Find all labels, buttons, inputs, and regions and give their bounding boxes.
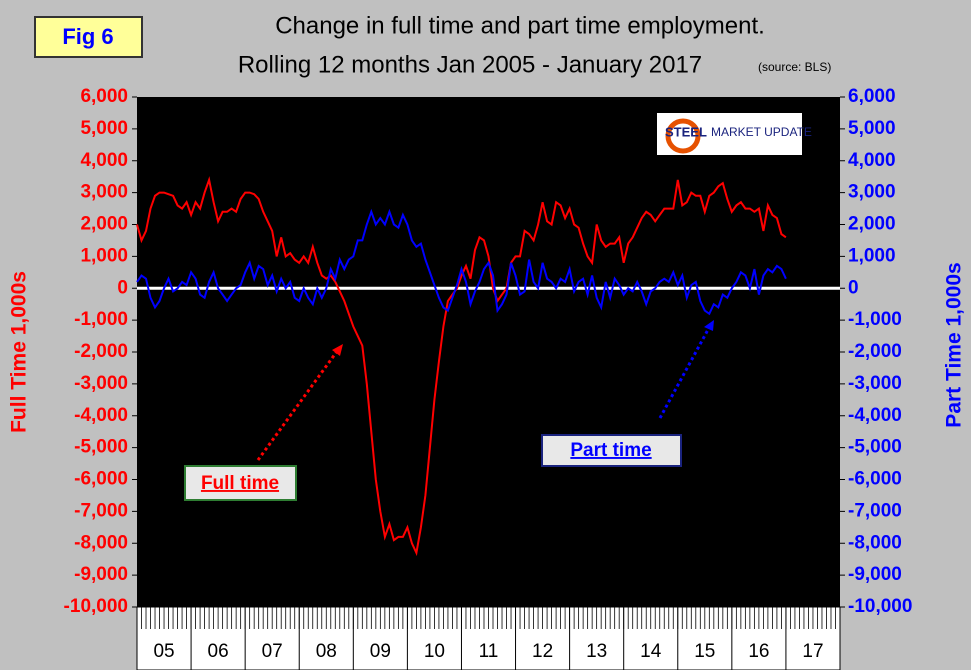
x-tick-label: 15	[694, 641, 715, 662]
y-tick-label: -6,000	[74, 469, 128, 490]
y-tick-label: -10,000	[64, 596, 128, 617]
x-tick-label: 13	[586, 641, 607, 662]
x-tick-label: 10	[424, 641, 445, 662]
y-tick-label: 6,000	[80, 86, 128, 107]
plot-area	[137, 97, 840, 607]
y2-tick-label: -4,000	[848, 405, 902, 426]
plot: 6,000 5,000 4,000 3,000 2,000 1,000 0 -1,000 -2,…	[64, 86, 912, 670]
y2-tick-label: -1,000	[848, 309, 902, 330]
y-tick-label: -7,000	[74, 500, 128, 521]
y-tick-label: -9,000	[74, 564, 128, 585]
chart-title: Change in full time and part time employ…	[275, 12, 765, 39]
y-tick-label: 2,000	[80, 214, 128, 235]
arrow-head	[332, 344, 343, 356]
y2-axis-label: Part Time 1,000s	[943, 262, 966, 427]
series-line	[136, 208, 787, 316]
y-tick-label: -5,000	[74, 437, 128, 458]
arrow-head	[704, 320, 714, 331]
y-tick-label: 4,000	[80, 150, 128, 171]
y-axis-label: Full Time 1,000s	[8, 271, 31, 433]
y-tick-label: -2,000	[74, 341, 128, 362]
y-tick-label: 1,000	[80, 245, 128, 266]
y2-tick-label: 2,000	[848, 214, 896, 235]
x-tick-label: 06	[208, 641, 229, 662]
figure-label-box	[34, 16, 143, 58]
y2-tick-label: -10,000	[848, 596, 912, 617]
series-line	[136, 176, 787, 557]
y-tick-label: -8,000	[74, 532, 128, 553]
y-tick-label: -1,000	[74, 309, 128, 330]
logo-text: STEEL	[665, 124, 707, 139]
y2-tick-label: 5,000	[848, 118, 896, 139]
y2-tick-label: -8,000	[848, 532, 902, 553]
x-tick-label: 09	[370, 641, 391, 662]
y2-tick-label: -7,000	[848, 500, 902, 521]
y2-tick-label: -9,000	[848, 564, 902, 585]
y-tick-label: -4,000	[74, 405, 128, 426]
x-tick-label: 12	[532, 641, 553, 662]
x-tick-label: 08	[316, 641, 337, 662]
y2-tick-label: -6,000	[848, 469, 902, 490]
figure-label: Fig 6	[62, 24, 113, 49]
y-tick-label: 5,000	[80, 118, 128, 139]
x-tick-label: 16	[748, 641, 769, 662]
y2-tick-label: 6,000	[848, 86, 896, 107]
y-tick-label: 0	[117, 277, 128, 298]
annotation-part-time: Part time	[570, 440, 651, 461]
y2-tick-label: 0	[848, 277, 859, 298]
x-tick-label: 11	[479, 641, 499, 662]
chart-subtitle: Rolling 12 months Jan 2005 - January 201…	[238, 51, 702, 78]
x-tick-label: 14	[640, 641, 662, 662]
annotation-full-time: Full time	[201, 473, 279, 494]
y-tick-label: -3,000	[74, 373, 128, 394]
y2-tick-label: -2,000	[848, 341, 902, 362]
annotation-box	[184, 465, 297, 501]
x-tick-label: 17	[802, 641, 823, 662]
x-tick-label: 07	[262, 641, 283, 662]
y2-tick-label: 1,000	[848, 245, 896, 266]
y2-tick-label: 4,000	[848, 150, 896, 171]
logo-text: MARKET UPDATE	[711, 125, 812, 139]
logo-mark	[665, 118, 701, 154]
y2-tick-label: 3,000	[848, 182, 896, 203]
x-tick-label: 05	[153, 641, 174, 662]
annotation-arrow	[256, 349, 340, 461]
y-tick-label: 3,000	[80, 182, 128, 203]
y2-tick-label: -5,000	[848, 437, 902, 458]
y2-tick-label: -3,000	[848, 373, 902, 394]
annotation-box	[541, 434, 682, 467]
source-note: (source: BLS)	[758, 60, 831, 74]
